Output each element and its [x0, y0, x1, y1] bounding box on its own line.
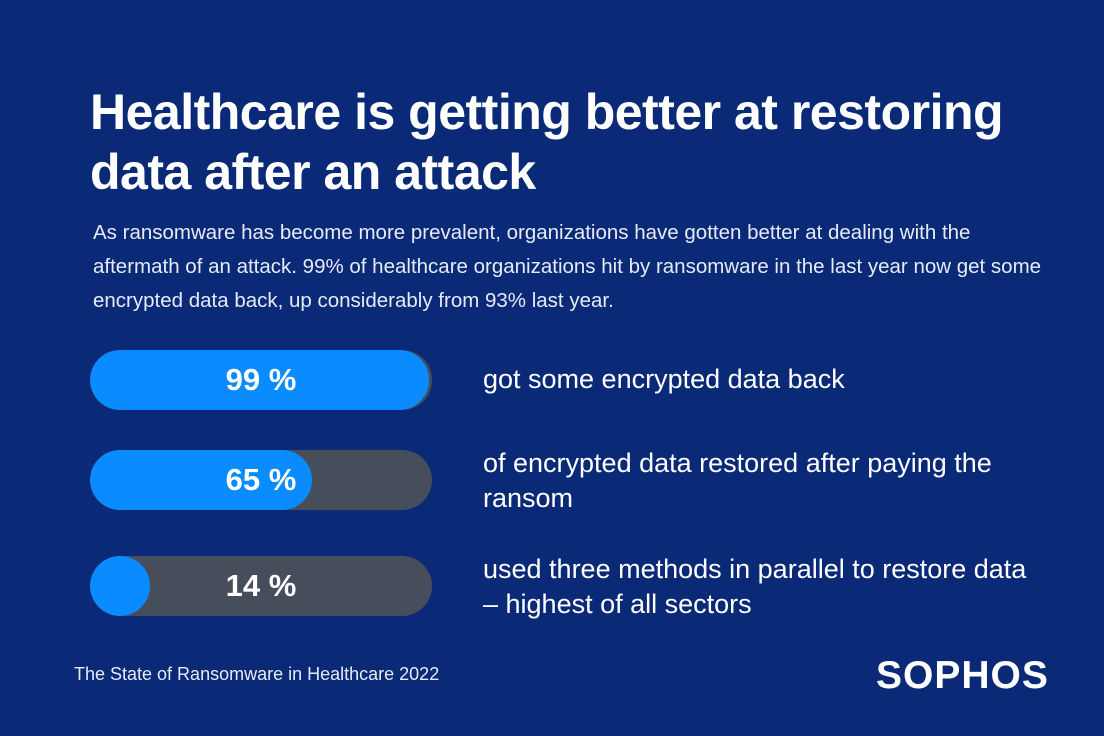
- stat-value: 99 %: [225, 362, 297, 397]
- stat-value: 14 %: [225, 568, 297, 603]
- progress-bar: 99 %: [90, 350, 432, 410]
- stat-description: used three methods in parallel to restor…: [483, 554, 1027, 619]
- stat-row: 99 % got some encrypted data back: [90, 348, 1050, 412]
- progress-fill: [90, 350, 429, 410]
- progress-fill: [90, 450, 313, 510]
- source-caption: The State of Ransomware in Healthcare 20…: [74, 664, 440, 684]
- stat-value: 65 %: [225, 462, 297, 497]
- progress-bar: 65 %: [90, 450, 432, 510]
- stat-description: of encrypted data restored after paying …: [483, 448, 992, 513]
- progress-fill: [90, 556, 150, 616]
- stat-row: 65 % of encrypted data restored after pa…: [90, 448, 1050, 513]
- sophos-logo: SOPHOS: [876, 654, 1049, 697]
- intro-paragraph: As ransomware has become more prevalent,…: [93, 221, 1042, 312]
- stat-description: got some encrypted data back: [483, 364, 845, 394]
- headline: Healthcare is getting better at restorin…: [90, 84, 1004, 200]
- progress-bar: 14 %: [90, 556, 432, 616]
- stat-row: 14 % used three methods in parallel to r…: [90, 554, 1050, 619]
